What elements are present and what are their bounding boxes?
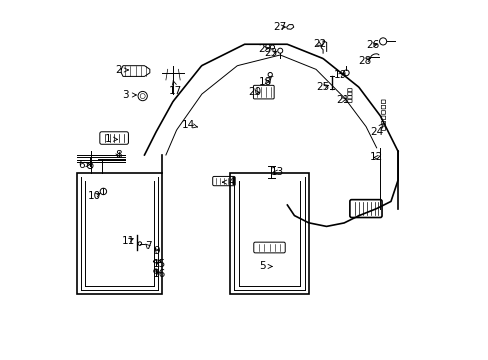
Text: 5: 5 bbox=[259, 261, 272, 271]
Text: 28: 28 bbox=[358, 56, 371, 66]
Text: 11: 11 bbox=[122, 236, 135, 246]
Text: 7: 7 bbox=[144, 242, 151, 251]
Text: 12: 12 bbox=[369, 153, 383, 162]
Text: 9: 9 bbox=[153, 246, 160, 256]
Text: 14: 14 bbox=[181, 120, 197, 130]
Text: 21: 21 bbox=[335, 95, 348, 105]
Text: 23: 23 bbox=[264, 48, 277, 58]
Text: 1: 1 bbox=[104, 134, 117, 144]
Text: 20: 20 bbox=[248, 87, 261, 98]
Text: 3: 3 bbox=[122, 90, 136, 100]
Text: 10: 10 bbox=[88, 191, 101, 201]
Text: 25: 25 bbox=[316, 82, 329, 92]
Text: 22: 22 bbox=[312, 39, 325, 49]
Text: 8: 8 bbox=[115, 150, 122, 160]
Text: 13: 13 bbox=[270, 167, 284, 177]
Text: 26: 26 bbox=[365, 40, 378, 50]
Text: 2: 2 bbox=[115, 65, 128, 75]
Text: 17: 17 bbox=[169, 81, 182, 96]
Text: 6: 6 bbox=[78, 159, 90, 170]
Text: 29: 29 bbox=[258, 44, 271, 54]
Text: 15: 15 bbox=[153, 259, 166, 269]
Text: 24: 24 bbox=[369, 123, 383, 137]
Text: 27: 27 bbox=[273, 22, 286, 32]
Text: 19: 19 bbox=[333, 70, 346, 80]
Text: 18: 18 bbox=[258, 77, 271, 87]
Text: 16: 16 bbox=[153, 269, 166, 279]
Text: 4: 4 bbox=[222, 177, 235, 187]
